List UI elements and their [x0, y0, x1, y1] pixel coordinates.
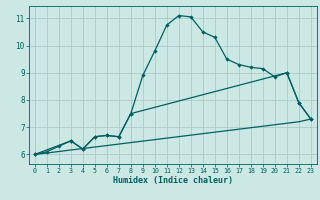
X-axis label: Humidex (Indice chaleur): Humidex (Indice chaleur): [113, 176, 233, 185]
